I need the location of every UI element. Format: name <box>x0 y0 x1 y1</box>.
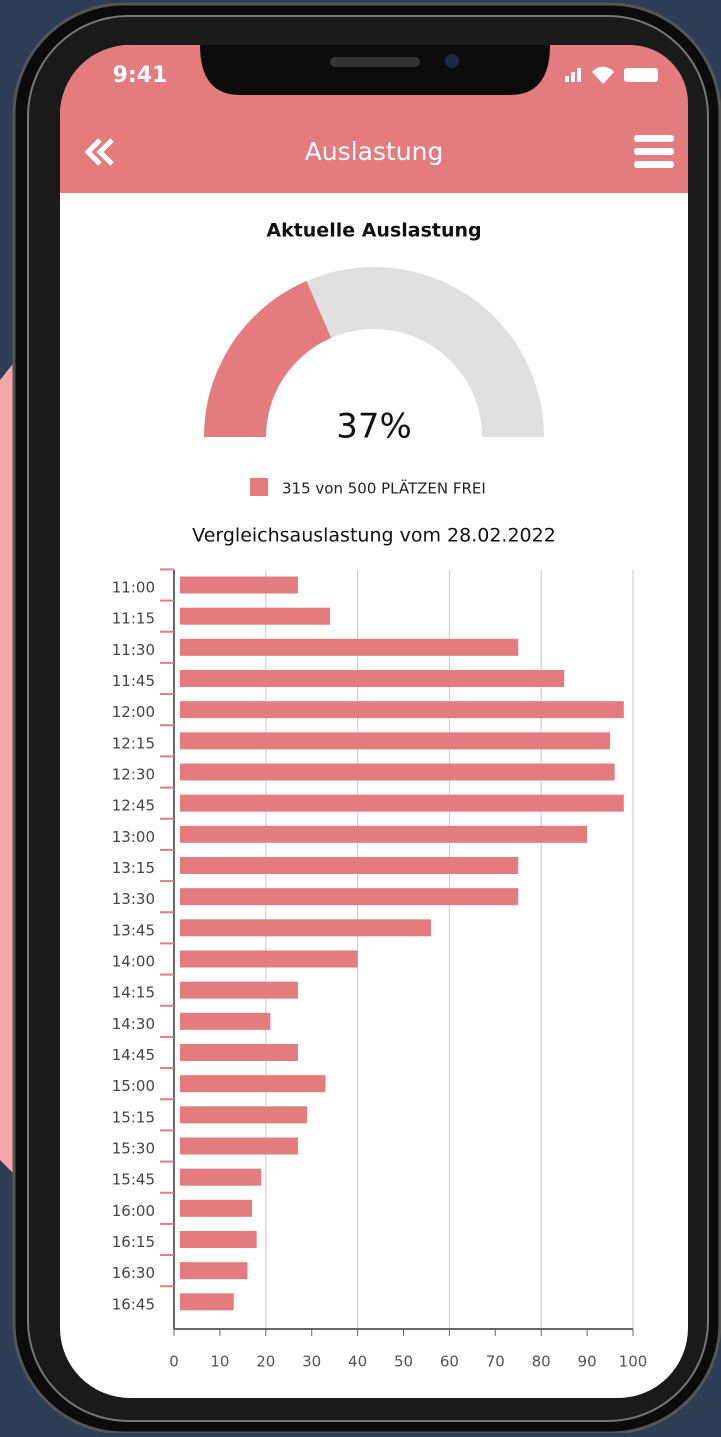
bar <box>180 826 587 843</box>
y-tick-label: 13:00 <box>112 828 155 846</box>
chart-title: Vergleichsauslastung vom 28.02.2022 <box>192 525 556 547</box>
y-tick-label: 12:00 <box>112 703 155 721</box>
bar <box>180 1231 257 1248</box>
gauge-value: 37% <box>336 407 412 447</box>
x-tick-label: 100 <box>619 1353 648 1371</box>
y-tick-label: 14:00 <box>112 953 155 971</box>
bar <box>180 1169 261 1186</box>
x-tick-label: 50 <box>394 1353 413 1371</box>
x-tick-label: 70 <box>486 1353 505 1371</box>
y-tick-label: 16:45 <box>112 1295 155 1313</box>
page: 9:41 Auslastung Aktuelle Auslastung 37% 31… <box>0 0 721 1433</box>
bar <box>180 1044 298 1061</box>
bar <box>180 857 518 874</box>
y-tick-label: 13:15 <box>112 859 155 877</box>
notch <box>200 45 550 95</box>
bar <box>180 670 564 687</box>
bar <box>180 1200 252 1217</box>
y-tick-label: 12:15 <box>112 734 155 752</box>
y-tick-label: 15:30 <box>112 1140 155 1158</box>
legend-swatch <box>250 478 268 496</box>
y-tick-label: 11:15 <box>112 610 155 628</box>
gauge-title: Aktuelle Auslastung <box>266 220 481 242</box>
y-tick-label: 16:00 <box>112 1202 155 1220</box>
bar <box>180 577 298 594</box>
y-tick-label: 15:45 <box>112 1171 155 1189</box>
y-tick-label: 12:30 <box>112 766 155 784</box>
x-tick-label: 30 <box>302 1353 321 1371</box>
y-tick-label: 11:45 <box>112 672 155 690</box>
bar <box>180 639 518 656</box>
x-tick-label: 80 <box>532 1353 551 1371</box>
legend-label: 315 von 500 PLÄTZEN FREI <box>282 479 486 498</box>
x-tick-label: 0 <box>169 1353 179 1371</box>
bar <box>180 982 298 999</box>
y-tick-label: 13:30 <box>112 890 155 908</box>
bar <box>180 1293 234 1310</box>
x-tick-label: 20 <box>256 1353 275 1371</box>
x-tick-label: 10 <box>210 1353 229 1371</box>
speaker <box>330 57 420 67</box>
header-title: Auslastung <box>305 137 444 166</box>
bar <box>180 888 518 905</box>
y-tick-label: 15:15 <box>112 1108 155 1126</box>
bar <box>180 795 624 812</box>
bar <box>180 1138 298 1155</box>
camera <box>445 54 459 68</box>
display <box>60 45 688 1398</box>
status-time: 9:41 <box>113 63 168 88</box>
bar <box>180 951 358 968</box>
bar <box>180 1106 307 1123</box>
x-tick-label: 90 <box>578 1353 597 1371</box>
y-tick-label: 11:00 <box>112 579 155 597</box>
y-tick-label: 13:45 <box>112 921 155 939</box>
bar <box>180 919 431 936</box>
x-tick-label: 60 <box>440 1353 459 1371</box>
y-tick-label: 12:45 <box>112 797 155 815</box>
bar <box>180 1262 247 1279</box>
y-tick-label: 16:30 <box>112 1264 155 1282</box>
bar <box>180 1013 270 1030</box>
y-tick-label: 16:15 <box>112 1233 155 1251</box>
bar <box>180 1075 325 1092</box>
screen: 9:41 Auslastung Aktuelle Auslastung 37% 31… <box>0 0 721 1433</box>
y-tick-label: 14:45 <box>112 1046 155 1064</box>
bar <box>180 701 624 718</box>
bar <box>180 764 615 781</box>
y-tick-label: 15:00 <box>112 1077 155 1095</box>
y-tick-label: 14:15 <box>112 984 155 1002</box>
bar <box>180 608 330 625</box>
y-tick-label: 11:30 <box>112 641 155 659</box>
x-tick-label: 40 <box>348 1353 367 1371</box>
menu-button[interactable] <box>634 135 674 168</box>
bar <box>180 732 610 749</box>
y-tick-label: 14:30 <box>112 1015 155 1033</box>
